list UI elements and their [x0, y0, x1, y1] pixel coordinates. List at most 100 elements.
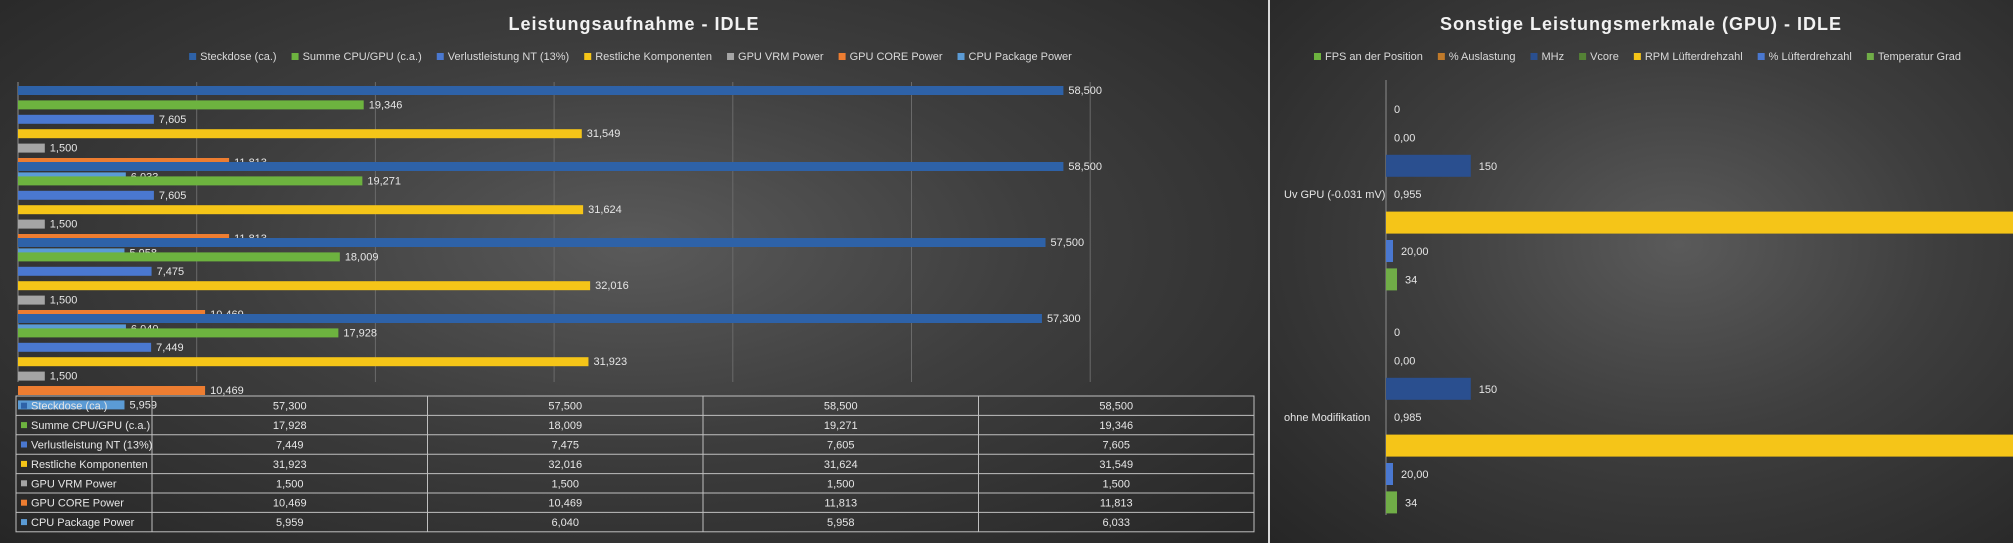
data-label-3-2: 31,624 [588, 204, 622, 216]
legend-swatch-3 [1579, 53, 1587, 60]
data-label-0-0: 57,300 [1047, 313, 1081, 325]
bar-2-1 [18, 266, 152, 276]
table-cell-0-1: 57,500 [548, 401, 582, 413]
data-label-4-3: 1,500 [50, 143, 78, 155]
data-label-4-1: 1,500 [50, 295, 78, 307]
data-label-3-0: 31,923 [593, 356, 627, 368]
bar-6-0 [1386, 491, 1397, 514]
table-swatch-1 [21, 422, 27, 429]
table-cell-5-1: 10,469 [548, 498, 582, 510]
table-cell-5-3: 11,813 [1100, 498, 1133, 510]
table-cell-4-3: 1,500 [1102, 478, 1130, 490]
bar-2-0 [18, 342, 152, 352]
legend-swatch-4 [727, 53, 735, 60]
table-cell-3-0: 31,923 [273, 459, 307, 471]
data-label-1-0: 0,00 [1394, 355, 1415, 367]
data-label-4-0: 1,500 [50, 371, 78, 383]
bar-6-1 [1386, 268, 1397, 291]
bar-2-1 [1386, 154, 1471, 177]
bar-5-1 [1386, 240, 1393, 262]
legend-swatch-6 [957, 53, 965, 60]
data-label-2-1: 150 [1479, 161, 1497, 173]
legend-label-4: RPM Lüfterdrehzahl [1645, 51, 1743, 63]
table-cell-5-0: 10,469 [273, 498, 307, 510]
data-label-5-1: 20,00 [1401, 246, 1429, 258]
data-label-2-3: 7,605 [159, 114, 187, 126]
legend-swatch-5 [838, 53, 846, 60]
legend-label-0: FPS an der Position [1325, 51, 1423, 63]
legend-label-6: Temperatur Grad [1878, 51, 1961, 63]
legend-swatch-1 [291, 53, 299, 60]
legend-label-2: MHz [1541, 51, 1564, 63]
table-cell-4-1: 1,500 [551, 478, 579, 490]
bar-3-1 [18, 281, 591, 291]
legend-swatch-2 [1530, 53, 1538, 60]
bar-4-1 [18, 295, 45, 305]
legend-swatch-6 [1866, 53, 1874, 60]
power-chart: Leistungsaufnahme - IDLE Steckdose (ca.) S… [15, 14, 1255, 533]
legend-swatch-0 [189, 53, 197, 60]
gpu-features-chart: Sonstige Leistungsmerkmale (GPU) - IDLE F… [1284, 14, 2013, 515]
legend-label-5: % Lüfterdrehzahl [1769, 51, 1852, 63]
chart-title: Leistungsaufnahme - IDLE [508, 14, 759, 34]
bar-3-3 [18, 129, 582, 139]
table-cell-0-3: 58,500 [1099, 401, 1133, 413]
data-label-1-1: 0,00 [1394, 132, 1415, 144]
data-label-5-0: 20,00 [1401, 469, 1429, 481]
bar-4-0 [18, 371, 45, 381]
table-cell-2-0: 7,449 [276, 440, 304, 452]
legend-label-3: Restliche Komponenten [595, 51, 712, 63]
table-cell-4-2: 1,500 [827, 478, 855, 490]
table-cell-0-0: 57,300 [273, 401, 307, 413]
bar-3-0 [18, 357, 589, 367]
table-swatch-4 [21, 480, 27, 487]
legend-swatch-2 [436, 53, 444, 60]
table-cell-6-2: 5,958 [827, 517, 855, 529]
table-cell-3-2: 31,624 [824, 459, 858, 471]
legend-label-5: GPU CORE Power [850, 51, 943, 63]
data-label-0-3: 58,500 [1068, 85, 1102, 97]
legend-label-2: Verlustleistung NT (13%) [448, 51, 569, 63]
bar-5-0 [1386, 463, 1393, 485]
bar-0-0 [18, 314, 1042, 323]
bar-1-0 [18, 328, 339, 338]
data-table-frame [15, 395, 1255, 533]
data-label-0-1: 57,500 [1051, 237, 1085, 249]
panel-divider [1268, 0, 1270, 543]
bar-4-1 [1386, 211, 2013, 234]
bar-2-2 [18, 190, 154, 200]
legend-label-1: % Auslastung [1449, 51, 1516, 63]
data-label-0-1: 0 [1394, 104, 1400, 116]
table-cell-2-3: 7,605 [1102, 440, 1130, 452]
table-swatch-2 [21, 441, 27, 448]
table-cell-6-3: 6,033 [1102, 517, 1130, 529]
data-label-3-3: 31,549 [587, 128, 621, 140]
gpu-chart-panel: Sonstige Leistungsmerkmale (GPU) - IDLE F… [1270, 0, 2013, 543]
table-cell-2-1: 7,475 [551, 440, 579, 452]
bar-0-3 [18, 86, 1064, 95]
legend-label-6: CPU Package Power [969, 51, 1073, 63]
power-chart-panel: Leistungsaufnahme - IDLE Steckdose (ca.) S… [0, 0, 1268, 543]
bar-4-3 [18, 143, 45, 153]
data-label-2-1: 7,475 [157, 266, 185, 278]
table-swatch-3 [21, 460, 27, 467]
table-cell-1-0: 17,928 [273, 420, 307, 432]
table-cell-3-3: 31,549 [1099, 459, 1133, 471]
data-label-0-2: 58,500 [1068, 161, 1102, 173]
table-row-label-0: Steckdose (ca.) [31, 401, 107, 413]
bar-5-0 [18, 386, 206, 395]
bar-6-0 [18, 400, 125, 410]
data-label-6-0: 34 [1405, 497, 1417, 509]
table-swatch-0 [21, 402, 27, 409]
data-label-1-1: 18,009 [345, 251, 379, 263]
table-cell-1-3: 19,346 [1099, 420, 1133, 432]
category-label-0: ohne Modifikation [1284, 412, 1370, 424]
data-label-4-2: 1,500 [50, 219, 78, 231]
chart-title: Sonstige Leistungsmerkmale (GPU) - IDLE [1440, 14, 1842, 34]
legend-label-1: Summe CPU/GPU (c.a.) [303, 51, 422, 63]
category-label-1: Uv GPU (-0.031 mV) [1284, 189, 1385, 201]
legend-swatch-3 [584, 53, 592, 60]
bar-1-2 [18, 176, 363, 186]
data-label-1-3: 19,346 [369, 99, 403, 111]
table-cell-1-2: 19,271 [824, 420, 858, 432]
